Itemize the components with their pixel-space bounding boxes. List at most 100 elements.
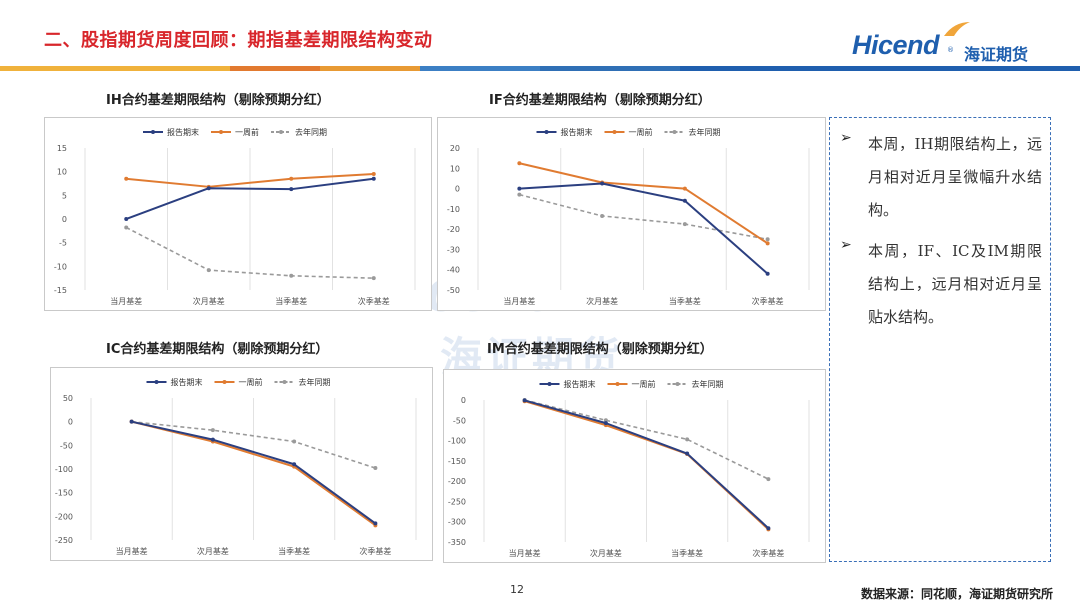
y-tick-label: -350 [448, 538, 466, 547]
legend-marker [672, 130, 677, 134]
series-line-去年同期 [131, 420, 376, 469]
data-point [603, 418, 608, 423]
chart-legend: 报告期末 一周前 去年同期 [146, 377, 331, 387]
x-tick-label: 次月基差 [586, 296, 618, 306]
logo-text-cn: 海证期货 [964, 45, 1029, 64]
data-point [129, 419, 134, 424]
data-point [765, 271, 770, 276]
y-tick-label: 0 [68, 418, 73, 427]
commentary-item: ➢ 本周，IH期限结构上，远月相对近月呈微幅升水结构。 [840, 128, 1042, 227]
y-tick-label: -50 [60, 441, 73, 450]
x-tick-label: 当季基差 [275, 296, 307, 306]
data-point [603, 421, 608, 426]
series-line-去年同期 [125, 226, 374, 279]
data-point [682, 186, 687, 191]
data-point [682, 222, 687, 227]
y-tick-label: -150 [55, 489, 73, 498]
x-tick-label: 当季基差 [669, 296, 701, 306]
data-point [210, 428, 215, 433]
y-tick-label: -100 [448, 437, 466, 446]
x-tick-label: 当月基差 [110, 296, 142, 306]
data-point [289, 273, 294, 278]
legend-label: 报告期末 [167, 127, 199, 137]
header-stripe-segment [0, 66, 230, 71]
chart-svg: 15 10 5 0 -5 -10 -15 当月基差 次月基差 当季基差 次季基差 报告期末 一周前 去年同… [54, 127, 416, 306]
data-point [371, 276, 376, 281]
logo-swoosh-icon [944, 22, 970, 36]
chart-im: 0 -50 -100 -150 -200 -250 -300 -350 当月基差 次月基差 当季基差… [443, 369, 826, 563]
legend-label: 去年同期 [299, 377, 331, 387]
data-point [289, 176, 294, 181]
legend-marker [154, 380, 159, 384]
y-tick-label: 15 [57, 144, 67, 153]
y-tick-label: -50 [453, 416, 466, 425]
y-tick-label: -200 [55, 512, 73, 521]
data-point [600, 213, 605, 218]
data-point [206, 268, 211, 273]
data-point [124, 217, 129, 221]
y-tick-label: 10 [57, 168, 67, 177]
arrow-bullet-icon: ➢ [840, 237, 852, 253]
data-point [685, 437, 690, 442]
x-tick-label: 当季基差 [278, 546, 310, 556]
legend-marker [615, 382, 620, 386]
y-tick-label: -15 [54, 286, 67, 295]
data-point [766, 526, 771, 531]
data-point [292, 462, 297, 467]
series-line-报告期末 [519, 182, 769, 275]
chart-svg: 0 -50 -100 -150 -200 -250 -300 -350 当月基差 次月基差 当季基差… [448, 379, 810, 558]
logo-registered-mark: ® [947, 46, 954, 54]
x-tick-label: 次月基差 [193, 296, 225, 306]
y-tick-label: -250 [448, 497, 466, 506]
data-point [373, 466, 378, 471]
data-point [685, 451, 690, 456]
legend-label: 去年同期 [689, 127, 721, 137]
legend-label: 报告期末 [171, 377, 203, 387]
data-point [371, 176, 376, 181]
data-point [373, 521, 378, 526]
x-tick-label: 次季基差 [752, 548, 784, 558]
data-point [206, 186, 211, 191]
legend-label: 去年同期 [295, 127, 327, 137]
data-point [517, 186, 522, 191]
legend-label: 去年同期 [692, 379, 724, 389]
chart-svg: 20 10 0 -10 -20 -30 -40 -50 当月基差 次月基差 当季基差 次季基差 报告期末… [447, 127, 810, 306]
legend-marker [282, 380, 287, 384]
data-point [765, 237, 770, 242]
legend-label: 一周前 [239, 377, 263, 387]
legend-marker [612, 130, 617, 134]
chart-legend: 报告期末 一周前 去年同期 [539, 379, 724, 389]
legend-marker [222, 380, 227, 384]
y-tick-label: -150 [448, 457, 466, 466]
header-stripe-segment [680, 66, 1080, 71]
commentary-text: 本周，IF、IC及IM期限结构上，远月相对近月呈贴水结构。 [868, 242, 1042, 326]
page-number: 12 [510, 583, 524, 596]
data-point [371, 172, 376, 177]
data-point [522, 398, 527, 403]
y-tick-label: 20 [450, 144, 460, 153]
chart-title-if: IF合约基差期限结构（剔除预期分红） [489, 93, 711, 108]
chart-legend: 报告期末 一周前 去年同期 [536, 127, 721, 137]
legend-label: 报告期末 [561, 127, 593, 137]
y-tick-label: -50 [447, 286, 460, 295]
data-point [766, 477, 771, 482]
chart-svg: 50 0 -50 -100 -150 -200 -250 当月基差 次月基差 当季基差 次季基差 报告… [55, 377, 417, 556]
arrow-bullet-icon: ➢ [840, 130, 852, 146]
series-line-去年同期 [524, 399, 769, 480]
x-tick-label: 当月基差 [503, 296, 535, 306]
data-point [210, 437, 215, 442]
y-tick-label: -250 [55, 536, 73, 545]
y-tick-label: 0 [461, 396, 466, 405]
series-line-一周前 [519, 162, 769, 245]
x-tick-label: 当季基差 [671, 548, 703, 558]
y-tick-label: 50 [63, 394, 73, 403]
data-point [124, 176, 129, 181]
y-tick-label: 0 [62, 215, 67, 224]
legend-marker [279, 130, 283, 134]
x-tick-label: 次季基差 [358, 296, 390, 306]
header-stripe-segment [420, 66, 540, 71]
chart-title-ih: IH合约基差期限结构（剔除预期分红） [106, 93, 330, 108]
header-stripe-segment [540, 66, 680, 71]
chart-ih: 15 10 5 0 -5 -10 -15 当月基差 次月基差 当季基差 次季基差 报告期末 一周前 去年同… [44, 117, 432, 311]
data-point [517, 192, 522, 197]
